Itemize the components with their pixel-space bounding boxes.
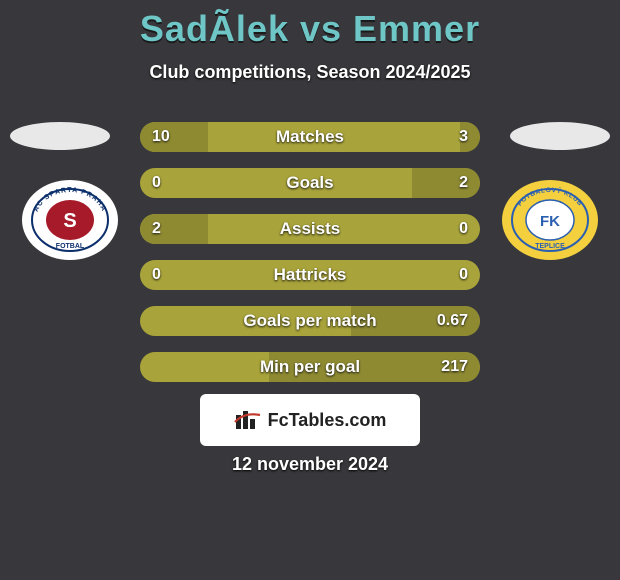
stat-value-right: 3 bbox=[459, 122, 468, 152]
fk-teplice-icon: FOTBALOVÝ KLUB TEPLICE FK bbox=[500, 178, 600, 262]
stat-row: Goals per match0.67 bbox=[140, 306, 480, 336]
club-logo-left: AC SPARTA PRAHA FOTBAL S bbox=[20, 178, 120, 262]
stat-value-right: 0 bbox=[459, 260, 468, 290]
player-photo-placeholder-right bbox=[510, 122, 610, 150]
stat-label: Hattricks bbox=[140, 260, 480, 290]
svg-text:FK: FK bbox=[540, 213, 560, 230]
stat-row: 0Goals2 bbox=[140, 168, 480, 198]
stat-value-right: 0.67 bbox=[437, 306, 468, 336]
sparta-praha-icon: AC SPARTA PRAHA FOTBAL S bbox=[20, 178, 120, 262]
svg-text:FOTBAL: FOTBAL bbox=[56, 243, 85, 250]
svg-text:TEPLICE: TEPLICE bbox=[535, 243, 565, 250]
stat-row: 2Assists0 bbox=[140, 214, 480, 244]
stat-value-right: 0 bbox=[459, 214, 468, 244]
svg-text:S: S bbox=[63, 210, 76, 232]
stat-label: Assists bbox=[140, 214, 480, 244]
stat-row: 10Matches3 bbox=[140, 122, 480, 152]
player-photo-placeholder-left bbox=[10, 122, 110, 150]
fctables-icon bbox=[234, 409, 262, 431]
stat-value-right: 2 bbox=[459, 168, 468, 198]
stat-label: Min per goal bbox=[140, 352, 480, 382]
stat-label: Goals per match bbox=[140, 306, 480, 336]
stat-label: Matches bbox=[140, 122, 480, 152]
page-title: SadÃ­lek vs Emmer bbox=[0, 0, 620, 50]
date-text: 12 november 2024 bbox=[0, 454, 620, 475]
club-logo-right: FOTBALOVÝ KLUB TEPLICE FK bbox=[500, 178, 600, 262]
comparison-bars: 10Matches30Goals22Assists00Hattricks0Goa… bbox=[140, 122, 480, 398]
stat-value-right: 217 bbox=[441, 352, 468, 382]
fctables-attribution: FcTables.com bbox=[200, 394, 420, 446]
stat-row: 0Hattricks0 bbox=[140, 260, 480, 290]
page-subtitle: Club competitions, Season 2024/2025 bbox=[0, 62, 620, 83]
fctables-label: FcTables.com bbox=[268, 410, 387, 431]
stat-label: Goals bbox=[140, 168, 480, 198]
stat-row: Min per goal217 bbox=[140, 352, 480, 382]
